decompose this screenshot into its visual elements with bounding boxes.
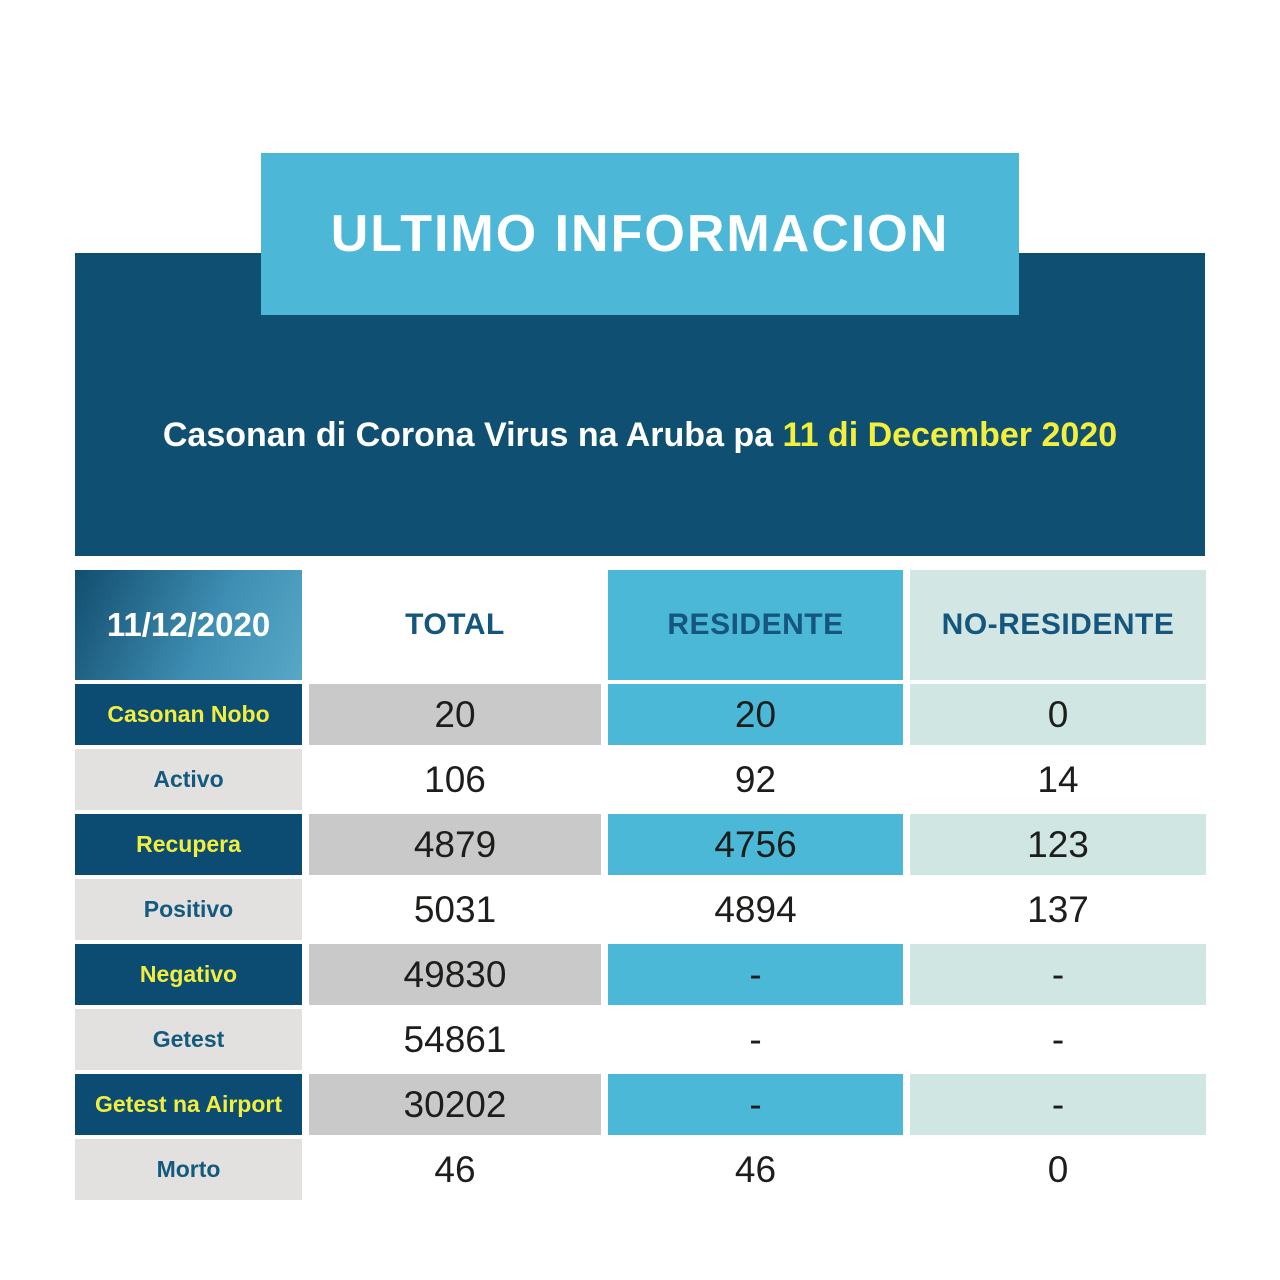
- total-value: 5031: [309, 879, 601, 940]
- no-residente-value: -: [910, 944, 1206, 1005]
- header-no-residente: NO-RESIDENTE: [910, 570, 1206, 680]
- row-label: Positivo: [75, 879, 302, 940]
- covid-stats-table: 11/12/2020 TOTAL RESIDENTE NO-RESIDENTE …: [75, 570, 1206, 1200]
- residente-value: -: [608, 944, 903, 1005]
- residente-value: -: [608, 1074, 903, 1135]
- subtitle-row: Casonan di Corona Virus na Aruba pa 11 d…: [75, 315, 1205, 556]
- row-label: Getest na Airport: [75, 1074, 302, 1135]
- total-value: 54861: [309, 1009, 601, 1070]
- row-label: Negativo: [75, 944, 302, 1005]
- residente-value: 92: [608, 749, 903, 810]
- row-label: Casonan Nobo: [75, 684, 302, 745]
- total-value: 106: [309, 749, 601, 810]
- subtitle-prefix: Casonan di Corona Virus na Aruba pa: [162, 416, 783, 454]
- header-date: 11/12/2020: [75, 570, 302, 680]
- total-value: 30202: [309, 1074, 601, 1135]
- no-residente-value: -: [910, 1074, 1206, 1135]
- subtitle-date: 11 di December 2020: [782, 416, 1118, 454]
- row-label: Activo: [75, 749, 302, 810]
- row-label: Getest: [75, 1009, 302, 1070]
- no-residente-value: 14: [910, 749, 1206, 810]
- total-value: 46: [309, 1139, 601, 1200]
- total-value: 49830: [309, 944, 601, 1005]
- no-residente-value: 137: [910, 879, 1206, 940]
- residente-value: 20: [608, 684, 903, 745]
- no-residente-value: 0: [910, 684, 1206, 745]
- total-value: 4879: [309, 814, 601, 875]
- residente-value: 4894: [608, 879, 903, 940]
- total-value: 20: [309, 684, 601, 745]
- residente-value: -: [608, 1009, 903, 1070]
- subtitle-text: Casonan di Corona Virus na Aruba pa 11 d…: [163, 416, 1117, 455]
- title-banner: ULTIMO INFORMACION: [261, 153, 1019, 315]
- residente-value: 46: [608, 1139, 903, 1200]
- row-label: Recupera: [75, 814, 302, 875]
- header-total: TOTAL: [309, 570, 601, 680]
- no-residente-value: -: [910, 1009, 1206, 1070]
- no-residente-value: 0: [910, 1139, 1206, 1200]
- page-title: ULTIMO INFORMACION: [330, 205, 950, 263]
- row-label: Morto: [75, 1139, 302, 1200]
- no-residente-value: 123: [910, 814, 1206, 875]
- header-residente: RESIDENTE: [608, 570, 903, 680]
- residente-value: 4756: [608, 814, 903, 875]
